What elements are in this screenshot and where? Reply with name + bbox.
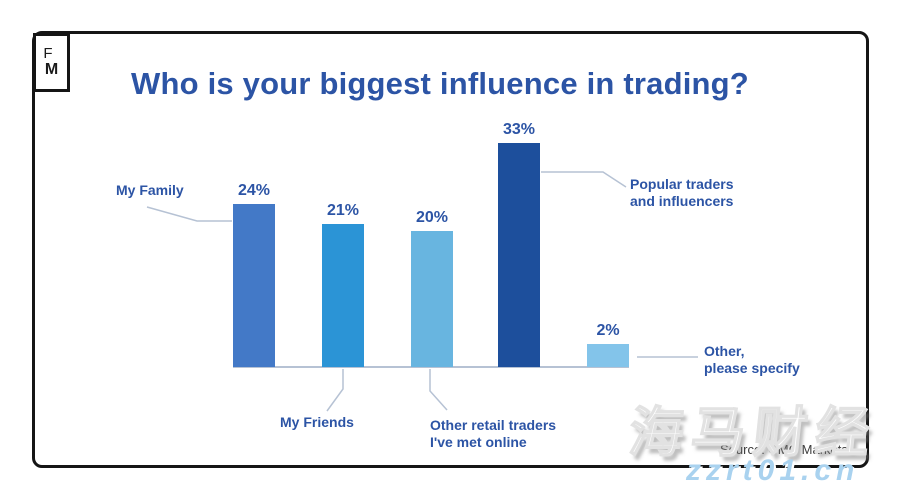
bar-value-label: 20% bbox=[415, 209, 449, 226]
bar-my-friends bbox=[322, 224, 364, 367]
category-label-other-specify: Other, please specify bbox=[704, 343, 800, 376]
bar-popular bbox=[498, 143, 540, 367]
watermark-url: zzrt01.cn bbox=[686, 454, 860, 487]
bar-group-my-family: 24% bbox=[233, 182, 275, 367]
bar-group-other-retail: 20% bbox=[411, 209, 453, 367]
fm-logo-letter-m: M bbox=[44, 60, 59, 78]
bar-value-label: 2% bbox=[596, 322, 620, 339]
fm-logo: F M bbox=[33, 33, 70, 92]
bar-group-other-specify: 2% bbox=[587, 322, 629, 367]
bar-value-label: 21% bbox=[326, 202, 360, 219]
card-border bbox=[32, 31, 869, 468]
category-label-other-retail: Other retail traders I've met online bbox=[430, 417, 557, 450]
bar-other-specify bbox=[587, 344, 629, 367]
category-label-my-family: My Family bbox=[116, 182, 184, 198]
bar-group-my-friends: 21% bbox=[322, 202, 364, 367]
source-attribution: Source: CMC Markets bbox=[720, 442, 848, 457]
fm-logo-letter-f: F bbox=[43, 45, 53, 63]
bar-group-popular: 33% bbox=[498, 121, 540, 367]
category-label-my-friends: My Friends bbox=[280, 414, 354, 430]
bar-my-family bbox=[233, 204, 275, 367]
category-label-popular: Popular traders and influencers bbox=[630, 176, 734, 209]
bar-value-label: 24% bbox=[237, 182, 271, 199]
bar-other-retail bbox=[411, 231, 453, 367]
chart-title: Who is your biggest influence in trading… bbox=[131, 66, 749, 101]
bar-value-label: 33% bbox=[502, 121, 536, 138]
x-axis-line bbox=[233, 366, 629, 368]
